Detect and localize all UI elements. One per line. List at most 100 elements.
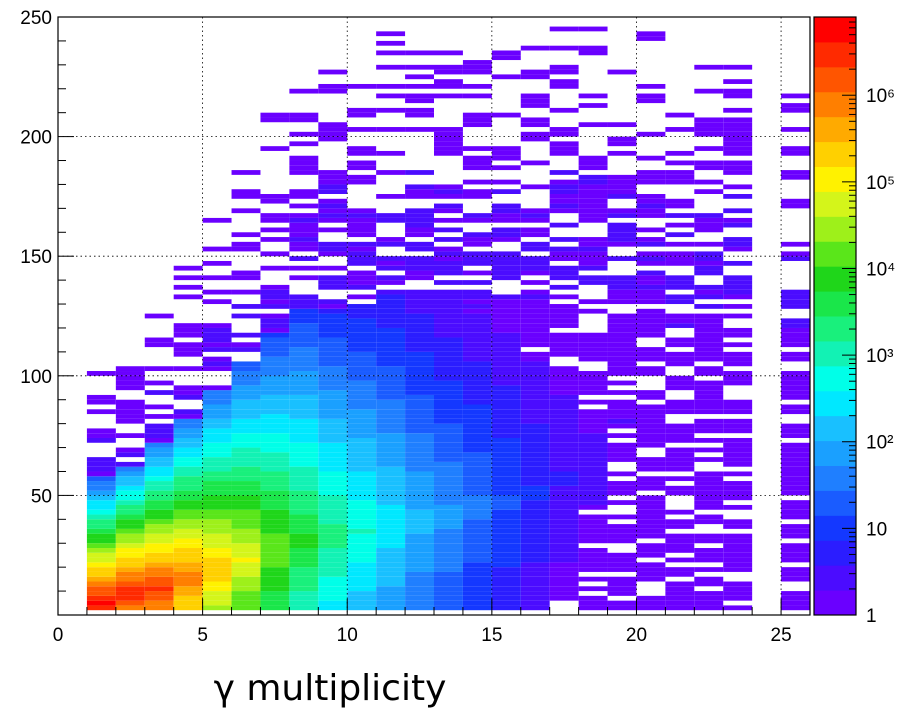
heatmap-cell (723, 217, 753, 223)
heatmap-cell (665, 557, 695, 563)
heatmap-cell (694, 485, 724, 491)
heatmap-cell (115, 476, 145, 482)
heatmap-cell (578, 452, 608, 458)
heatmap-cell (376, 213, 406, 218)
heatmap-cell (694, 552, 724, 558)
heatmap-cell (231, 246, 261, 252)
heatmap-cell (462, 385, 492, 391)
heatmap-cell (173, 485, 203, 491)
heatmap-cell (318, 332, 348, 338)
heatmap-cell (549, 251, 579, 257)
heatmap-cell (318, 122, 348, 128)
heatmap-cell (405, 394, 434, 400)
colorbar-segment (814, 166, 856, 192)
heatmap-cell (462, 576, 492, 582)
heatmap-cell (405, 533, 434, 539)
heatmap-cell (665, 571, 695, 577)
heatmap-cell (491, 437, 521, 443)
heatmap-cell (347, 327, 377, 333)
heatmap-cell (520, 390, 550, 395)
heatmap-cell (636, 93, 666, 99)
heatmap-cell (202, 495, 232, 501)
heatmap-cell (781, 327, 810, 333)
heatmap-cell (434, 251, 463, 257)
heatmap-cell (520, 103, 550, 108)
heatmap-cell (173, 562, 203, 568)
heatmap-cell (520, 131, 550, 137)
heatmap-cell (578, 241, 608, 247)
heatmap-cell (491, 452, 521, 458)
heatmap-cell (549, 347, 579, 352)
heatmap-cell (289, 380, 319, 386)
heatmap-cell (318, 265, 348, 271)
heatmap-cell (202, 246, 232, 252)
heatmap-cell (347, 533, 377, 539)
heatmap-cell (694, 64, 724, 70)
heatmap-cell (260, 519, 290, 525)
heatmap-cell (260, 476, 290, 482)
heatmap-cell (781, 552, 810, 558)
heatmap-cell (491, 385, 521, 391)
heatmap-cell (260, 299, 290, 305)
heatmap-cell (462, 356, 492, 362)
heatmap-cell (578, 251, 608, 257)
heatmap-cell (115, 466, 145, 472)
heatmap-cell (405, 323, 434, 328)
heatmap-cell (405, 342, 434, 348)
heatmap-cell (86, 461, 116, 467)
heatmap-cell (231, 571, 261, 577)
heatmap-cell (549, 208, 579, 214)
heatmap-cell (549, 127, 579, 132)
heatmap-cell (347, 241, 377, 247)
heatmap-cell (86, 466, 116, 472)
heatmap-cell (289, 404, 319, 410)
heatmap-cell (723, 452, 753, 458)
colorbar-segment (814, 41, 856, 68)
heatmap-cell (636, 576, 666, 582)
heatmap-cell (347, 246, 377, 252)
heatmap-cell (115, 461, 145, 467)
heatmap-cell (260, 213, 290, 218)
heatmap-cell (115, 581, 145, 587)
heatmap-cell (491, 332, 521, 338)
heatmap-cell (578, 194, 608, 199)
heatmap-cell (665, 447, 695, 453)
heatmap-cell (607, 471, 637, 477)
heatmap-cell (491, 514, 521, 520)
heatmap-cell (434, 246, 463, 252)
heatmap-cell (231, 170, 261, 175)
x-tick-label: 10 (337, 625, 358, 646)
heatmap-cell (405, 447, 434, 453)
heatmap-cell (694, 122, 724, 128)
heatmap-cell (694, 366, 724, 372)
heatmap-cell (318, 213, 348, 218)
heatmap-cell (231, 414, 261, 419)
heatmap-cell (202, 361, 232, 367)
heatmap-cell (491, 155, 521, 161)
heatmap-cell (723, 107, 753, 113)
heatmap-cell (318, 83, 348, 89)
heatmap-cell (665, 241, 695, 247)
heatmap-cell (462, 457, 492, 462)
heatmap-cell (578, 567, 608, 572)
heatmap-cell (405, 600, 434, 606)
heatmap-cell (260, 313, 290, 319)
heatmap-cell (694, 313, 724, 319)
heatmap-cell (549, 533, 579, 539)
heatmap-cell (144, 476, 174, 482)
heatmap-cell (347, 452, 377, 458)
heatmap-cell (376, 433, 406, 438)
heatmap-cell (405, 519, 434, 525)
heatmap-cell (202, 567, 232, 572)
heatmap-cell (578, 155, 608, 161)
heatmap-cell (549, 418, 579, 424)
heatmap-cell (202, 461, 232, 467)
heatmap-cell (376, 308, 406, 314)
heatmap-cell (202, 452, 232, 458)
heatmap-cell (549, 198, 579, 204)
heatmap-cell (202, 404, 232, 410)
heatmap-cell (202, 595, 232, 601)
heatmap-cell (549, 318, 579, 324)
heatmap-cell (405, 514, 434, 520)
